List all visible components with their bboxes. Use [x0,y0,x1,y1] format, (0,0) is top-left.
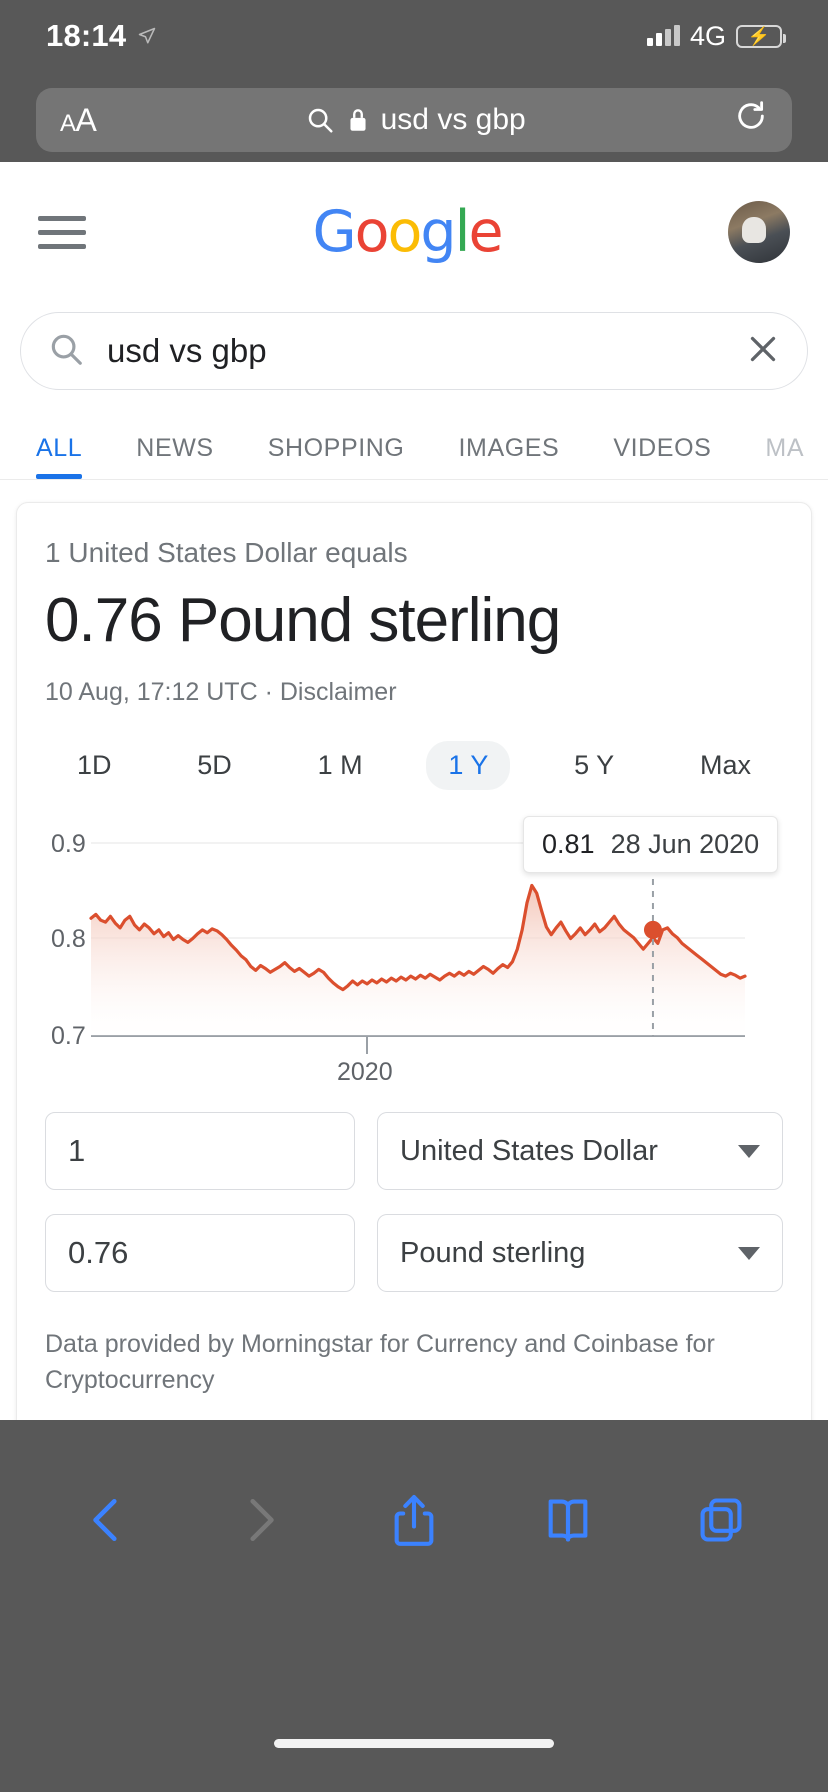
range-1y[interactable]: 1 Y [426,741,511,790]
chevron-down-icon [738,1246,760,1260]
currency-card: 1 United States Dollar equals 0.76 Pound… [16,502,812,1420]
logo-letter: g [420,199,456,265]
share-icon[interactable] [374,1480,454,1560]
status-left: 18:14 [46,18,156,54]
converter-row-to: 0.76 Pound sterling [45,1214,783,1292]
battery-charging-icon: ⚡ [736,24,786,48]
tab-maps[interactable]: MA [765,434,805,462]
currency-from-select[interactable]: United States Dollar [377,1112,783,1190]
address-bar-content[interactable]: usd vs gbp [96,103,734,137]
status-clock: 18:14 [46,18,127,53]
currency-headline: 0.76 Pound sterling [45,586,561,655]
data-source-note: Data provided by Morningstar for Currenc… [45,1330,715,1395]
chart-tooltip: 0.81 28 Jun 2020 [523,816,779,873]
range-1m[interactable]: 1 M [317,750,363,780]
ytick-label-high: 0.9 [51,830,86,858]
result-tabs: ALL NEWS SHOPPING IMAGES VIDEOS MA [0,418,828,480]
amount-from-input[interactable]: 1 [45,1112,355,1190]
avatar[interactable] [728,201,790,263]
ytick-label-mid: 0.8 [51,925,86,953]
ios-status-bar: 18:14 4G ⚡ [0,0,828,72]
browser-bottom-chrome [0,1420,828,1792]
chevron-right-icon[interactable] [220,1480,300,1560]
logo-letter: G [312,199,356,265]
amount-to-input[interactable]: 0.76 [45,1214,355,1292]
cellular-signal-icon [646,25,680,46]
xtick-label-2020: 2020 [337,1058,393,1086]
converter-row-from: 1 United States Dollar [45,1112,783,1190]
chart-line [89,883,747,992]
range-5y[interactable]: 5 Y [574,750,615,780]
logo-letter: o [387,199,423,265]
browser-top-chrome: 18:14 4G ⚡ AA [0,0,828,162]
ytick-label-low: 0.7 [51,1022,86,1050]
range-5d[interactable]: 5D [197,750,232,780]
currency-subtitle: 1 United States Dollar equals [45,537,408,568]
logo-letter: e [468,199,503,265]
chevron-down-icon [738,1144,760,1158]
hamburger-menu-icon[interactable] [38,215,86,249]
network-type-label: 4G [689,20,726,51]
book-icon[interactable] [528,1480,608,1560]
location-arrow-icon [139,27,156,44]
reload-icon[interactable] [734,99,768,141]
chart-range-selector: 1D 5D 1 M 1 Y 5 Y Max [55,741,773,790]
currency-to-select[interactable]: Pound sterling [377,1214,783,1292]
web-page-content: Google usd vs gbp ALL NEWS SHOPPING IMAG… [0,162,828,1420]
tab-videos[interactable]: VIDEOS [613,434,712,462]
search-input[interactable]: usd vs gbp [20,312,808,390]
tabs-icon[interactable] [681,1480,761,1560]
search-icon [47,330,85,373]
tooltip-value: 0.81 [542,829,595,859]
chart-marker-dot [643,920,662,939]
status-right: 4G ⚡ [646,20,786,52]
logo-letter: l [454,199,471,265]
tab-shopping[interactable]: SHOPPING [267,434,405,462]
chart-area [91,885,745,1036]
currency-to-value: Pound sterling [400,1236,586,1269]
exchange-rate-chart[interactable]: 0.81 28 Jun 2020 [45,808,783,1088]
google-header: Google [0,162,828,302]
browser-address-bar[interactable]: AA usd vs gbp [36,88,792,152]
currency-from-value: United States Dollar [400,1134,658,1167]
search-input-value: usd vs gbp [107,332,267,369]
tab-all[interactable]: ALL [36,434,110,479]
browser-toolbar [0,1420,828,1620]
tab-news[interactable]: NEWS [136,434,214,462]
range-1d[interactable]: 1D [77,750,112,780]
google-logo: Google [312,199,503,265]
chevron-left-icon[interactable] [67,1480,147,1560]
tooltip-date: 28 Jun 2020 [610,829,760,859]
search-icon [308,108,333,133]
tab-images[interactable]: IMAGES [458,434,560,462]
text-size-button[interactable]: AA [60,101,97,138]
range-max[interactable]: Max [699,750,751,780]
address-bar-text: usd vs gbp [380,103,526,136]
currency-timestamp: 10 Aug, 17:12 UTC · Disclaimer [45,678,397,706]
lock-icon [350,109,366,131]
home-indicator [274,1739,554,1748]
logo-letter: o [354,199,390,265]
close-icon[interactable] [745,331,781,372]
